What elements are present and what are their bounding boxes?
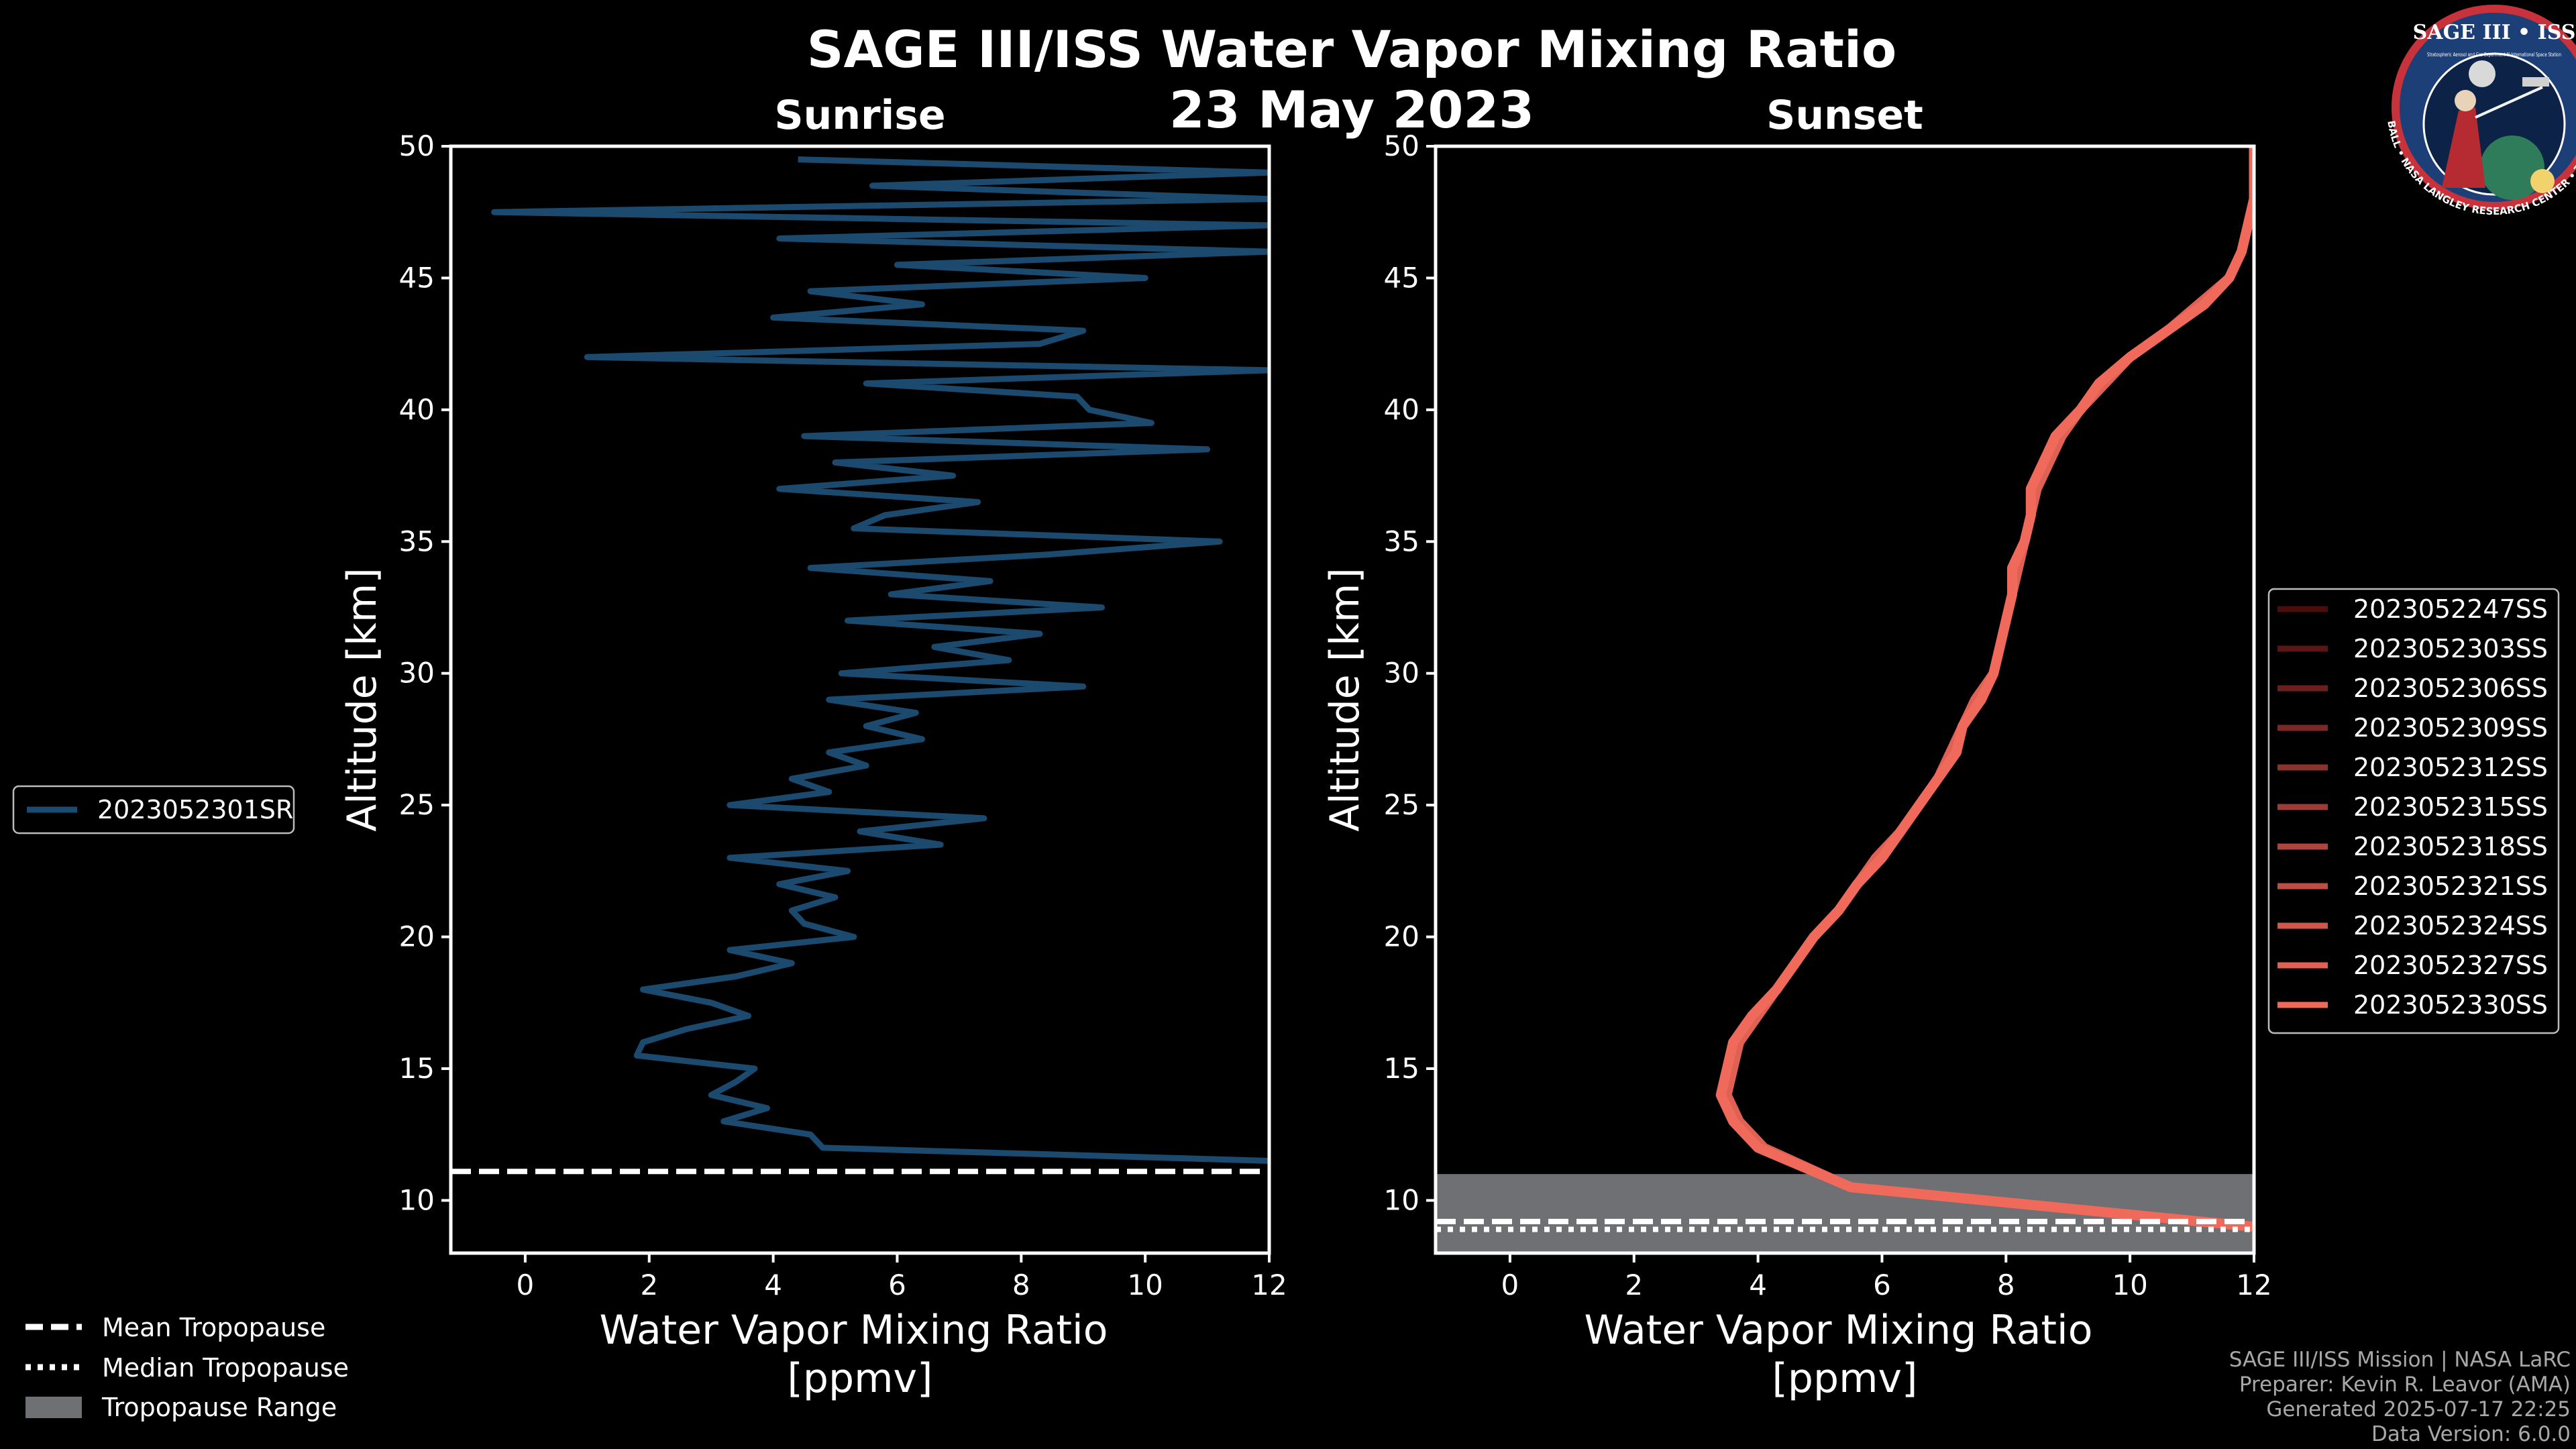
ss-xtick-label: 10 xyxy=(2112,1269,2147,1301)
logo-inner-text: Stratospheric Aerosol and Gas Experiment… xyxy=(2427,52,2561,58)
sunrise-legend: 2023052301SR xyxy=(12,785,295,835)
sunrise-title: Sunrise xyxy=(774,92,945,139)
sr-ytick-label: 25 xyxy=(399,788,435,821)
sunrise-xlabel-line1: Water Vapor Mixing Ratio xyxy=(599,1307,1108,1354)
figure-date: 23 May 2023 xyxy=(1169,80,1534,140)
ss-xtick-label: 4 xyxy=(1749,1269,1767,1301)
logo-astronomer-figure xyxy=(2442,107,2485,188)
ss-ytick-label: 50 xyxy=(1384,129,1419,162)
sunset-panel: Sunset 0 2 4 6 8 10 12 10 15 20 25 30 35 40 45 50 Altit… xyxy=(1322,92,2272,1402)
sunset-xlabel-line2: [ppmv] xyxy=(1772,1355,1918,1402)
sunrise-legend-box xyxy=(12,785,295,835)
sr-ytick-label: 45 xyxy=(399,261,435,294)
sr-xtick-label: 8 xyxy=(1012,1269,1030,1301)
ss-ytick-label: 30 xyxy=(1384,657,1419,690)
sr-xtick-label: 0 xyxy=(517,1269,535,1301)
footer-data-version: Data Version: 6.0.0 xyxy=(2371,1422,2571,1446)
ss-ytick-label: 40 xyxy=(1384,393,1419,426)
logo-telescope-ray xyxy=(2475,86,2543,119)
figure-title: SAGE III/ISS Water Vapor Mixing Ratio xyxy=(807,19,1897,79)
ss-series-line-2023052330SS xyxy=(1715,146,2254,1232)
sunrise-panel: Sunrise 0 2 4 6 8 10 12 10 15 20 25 30 35 40 45 50 Alti… xyxy=(339,92,1287,1402)
sr-ytick-label: 20 xyxy=(399,920,435,953)
sunset-legend-label-2023052327SS: 2023052327SS xyxy=(2353,951,2548,980)
footer-mission: SAGE III/ISS Mission | NASA LaRC xyxy=(2229,1348,2571,1372)
sunset-legend-label-2023052321SS: 2023052321SS xyxy=(2353,871,2548,901)
sr-xtick-label: 2 xyxy=(640,1269,658,1301)
ss-ytick-label: 25 xyxy=(1384,788,1419,821)
ss-xtick-label: 2 xyxy=(1625,1269,1643,1301)
sr-series-line-2023052301SR xyxy=(491,156,1269,1164)
sr-xtick-label: 6 xyxy=(888,1269,906,1301)
footer-generated: Generated 2025-07-17 22:25 xyxy=(2266,1397,2571,1421)
logo-station xyxy=(2522,77,2549,87)
logo-sun xyxy=(2530,169,2555,193)
sunrise-ylabel: Altitude [km] xyxy=(339,568,386,832)
mission-logo: SAGE III • ISS Stratospheric Aerosol and… xyxy=(2385,5,2576,217)
median-tropopause-label: Median Tropopause xyxy=(102,1353,349,1383)
sunset-legend-label-2023052309SS: 2023052309SS xyxy=(2353,713,2548,743)
ss-ytick-label: 10 xyxy=(1384,1183,1419,1216)
sr-ytick-label: 15 xyxy=(399,1052,435,1085)
logo-title: SAGE III • ISS xyxy=(2413,21,2576,44)
ss-ytick-label: 35 xyxy=(1384,525,1419,557)
sunset-legend-label-2023052303SS: 2023052303SS xyxy=(2353,634,2548,663)
sunrise-xlabel-line2: [ppmv] xyxy=(788,1355,933,1402)
sr-ytick-label: 50 xyxy=(399,129,435,162)
tropopause-range-swatch xyxy=(25,1397,82,1418)
sunset-legend-label-2023052324SS: 2023052324SS xyxy=(2353,911,2548,941)
sr-xtick-label: 10 xyxy=(1127,1269,1163,1301)
sr-xtick-label: 12 xyxy=(1251,1269,1287,1301)
sunset-legend-label-2023052312SS: 2023052312SS xyxy=(2353,753,2548,782)
sr-xtick-label: 4 xyxy=(764,1269,782,1301)
mean-tropopause-label: Mean Tropopause xyxy=(102,1313,325,1342)
sunset-title: Sunset xyxy=(1766,92,1923,139)
ss-ytick-label: 15 xyxy=(1384,1052,1419,1085)
sunset-legend: 2023052247SS 2023052303SS 2023052306SS 2023… xyxy=(2267,588,2560,1034)
sunset-xlabel-line1: Water Vapor Mixing Ratio xyxy=(1584,1307,2092,1354)
tropopause-range-label: Tropopause Range xyxy=(101,1393,337,1422)
sunset-ylabel: Altitude [km] xyxy=(1322,568,1368,832)
tropopause-legend: Mean Tropopause Median Tropopause Tropop… xyxy=(25,1313,349,1422)
sunset-xlabel: Water Vapor Mixing Ratio [ppmv] xyxy=(1584,1307,2105,1402)
sunset-plot-area xyxy=(1436,146,2254,1253)
sr-ytick-label: 35 xyxy=(399,525,435,557)
sr-ytick-label: 30 xyxy=(399,657,435,690)
sunrise-xlabel: Water Vapor Mixing Ratio [ppmv] xyxy=(599,1307,1120,1402)
logo-earth xyxy=(2480,136,2544,200)
sunset-legend-label-2023052330SS: 2023052330SS xyxy=(2353,990,2548,1020)
sunset-legend-label-2023052315SS: 2023052315SS xyxy=(2353,792,2548,822)
sunset-legend-label-2023052306SS: 2023052306SS xyxy=(2353,674,2548,703)
logo-astronomer-head xyxy=(2455,90,2476,111)
sunset-legend-box xyxy=(2267,588,2560,1034)
footer: SAGE III/ISS Mission | NASA LaRC Prepare… xyxy=(2229,1348,2571,1446)
ss-ytick-label: 20 xyxy=(1384,920,1419,953)
sunrise-plot-frame xyxy=(449,144,1271,1255)
ss-xtick-label: 0 xyxy=(1501,1269,1519,1301)
ss-xtick-label: 6 xyxy=(1873,1269,1891,1301)
footer-preparer: Preparer: Kevin R. Leavor (AMA) xyxy=(2239,1373,2571,1397)
sunset-plot-frame xyxy=(1434,144,2256,1255)
sunrise-legend-label: 2023052301SR xyxy=(97,795,293,824)
sr-ytick-label: 40 xyxy=(399,393,435,426)
sunset-legend-label-2023052247SS: 2023052247SS xyxy=(2353,594,2548,624)
ss-xtick-label: 12 xyxy=(2236,1269,2271,1301)
sunset-legend-label-2023052318SS: 2023052318SS xyxy=(2353,832,2548,861)
logo-moon xyxy=(2469,60,2496,87)
sr-ytick-label: 10 xyxy=(399,1183,435,1216)
ss-ytick-label: 45 xyxy=(1384,261,1419,294)
ss-xtick-label: 8 xyxy=(1997,1269,2015,1301)
